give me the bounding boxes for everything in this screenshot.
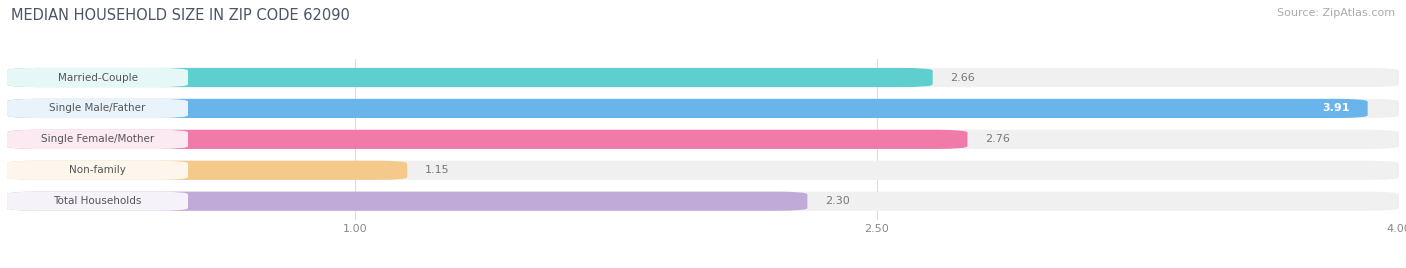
Text: Married-Couple: Married-Couple	[58, 73, 138, 83]
FancyBboxPatch shape	[7, 99, 1368, 118]
FancyBboxPatch shape	[7, 192, 1399, 211]
FancyBboxPatch shape	[7, 192, 188, 211]
Text: 1.15: 1.15	[425, 165, 450, 175]
Text: Single Male/Father: Single Male/Father	[49, 103, 146, 113]
Text: Non-family: Non-family	[69, 165, 127, 175]
Text: 2.66: 2.66	[950, 73, 974, 83]
Text: Total Households: Total Households	[53, 196, 142, 206]
Text: 3.91: 3.91	[1323, 103, 1350, 113]
FancyBboxPatch shape	[7, 130, 188, 149]
FancyBboxPatch shape	[7, 68, 932, 87]
FancyBboxPatch shape	[7, 130, 967, 149]
FancyBboxPatch shape	[7, 130, 1399, 149]
FancyBboxPatch shape	[7, 161, 1399, 180]
FancyBboxPatch shape	[7, 161, 408, 180]
FancyBboxPatch shape	[7, 192, 807, 211]
FancyBboxPatch shape	[7, 68, 1399, 87]
FancyBboxPatch shape	[7, 161, 188, 180]
Text: Source: ZipAtlas.com: Source: ZipAtlas.com	[1277, 8, 1395, 18]
FancyBboxPatch shape	[7, 99, 188, 118]
FancyBboxPatch shape	[7, 68, 188, 87]
Text: 2.76: 2.76	[984, 134, 1010, 144]
Text: Single Female/Mother: Single Female/Mother	[41, 134, 155, 144]
FancyBboxPatch shape	[7, 99, 1399, 118]
Text: 2.30: 2.30	[825, 196, 849, 206]
Text: MEDIAN HOUSEHOLD SIZE IN ZIP CODE 62090: MEDIAN HOUSEHOLD SIZE IN ZIP CODE 62090	[11, 8, 350, 23]
